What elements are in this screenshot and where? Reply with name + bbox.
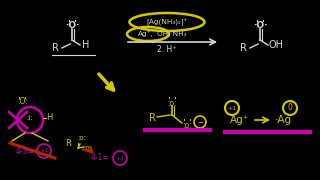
Text: R: R	[240, 43, 246, 53]
Text: :o:: :o:	[84, 145, 92, 151]
Text: :i:: :i:	[27, 115, 33, 121]
Text: Ag⁺,: Ag⁺,	[138, 31, 154, 37]
Text: 0: 0	[288, 103, 292, 112]
Text: +1: +1	[228, 105, 236, 111]
Text: 4-1=: 4-1=	[91, 154, 109, 163]
Text: :O:: :O:	[17, 98, 28, 107]
Text: :o:: :o:	[77, 135, 86, 141]
Text: :o:: :o:	[167, 98, 177, 107]
Text: Ag⁺: Ag⁺	[230, 115, 250, 125]
Text: R: R	[148, 113, 156, 123]
Text: OH, NH₃: OH, NH₃	[157, 31, 187, 37]
Text: ·O·: ·O·	[65, 21, 79, 30]
Text: +1: +1	[39, 148, 49, 154]
Text: 4-3=: 4-3=	[16, 147, 35, 156]
Text: OH: OH	[268, 40, 284, 50]
Text: R: R	[52, 43, 59, 53]
Text: –: –	[197, 117, 203, 127]
Text: H: H	[46, 114, 52, 123]
Text: [Ag(NH₃)₂]⁺: [Ag(NH₃)₂]⁺	[146, 18, 188, 26]
Text: 2. H⁺: 2. H⁺	[157, 46, 177, 55]
Text: +1: +1	[116, 156, 124, 161]
Text: R: R	[65, 140, 71, 148]
Text: H: H	[82, 40, 90, 50]
Text: ·Ag: ·Ag	[275, 115, 292, 125]
Text: ·O·: ·O·	[253, 21, 267, 30]
Text: :o:: :o:	[182, 120, 192, 129]
